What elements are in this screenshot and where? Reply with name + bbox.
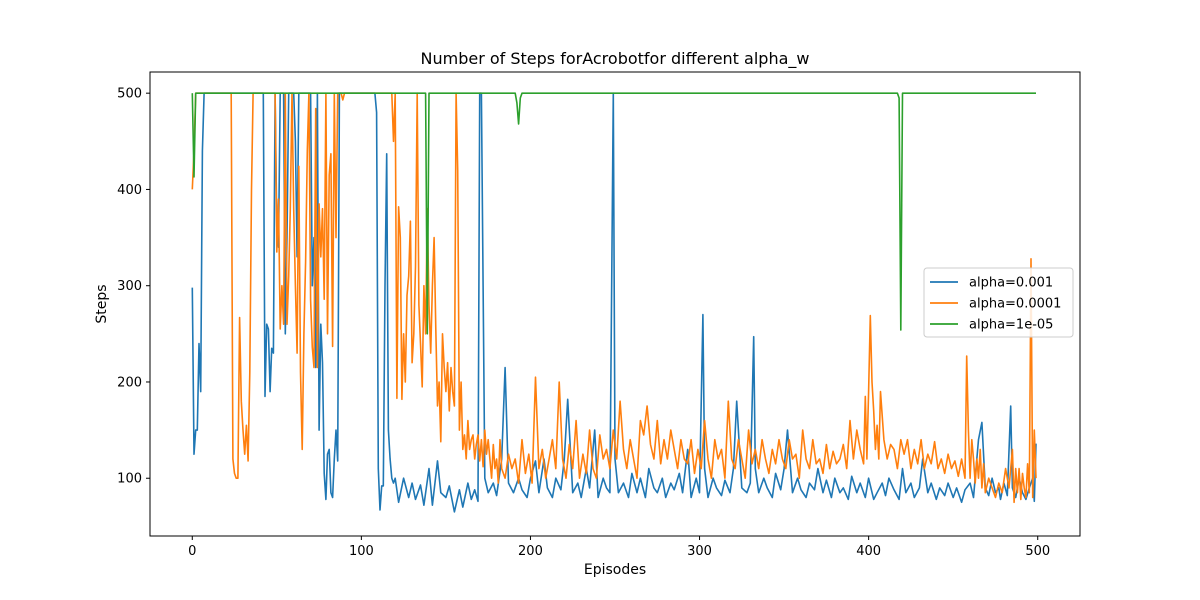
series-line-2	[191, 92, 1037, 504]
x-tick-label: 500	[1025, 544, 1050, 559]
series-line-3	[191, 92, 1036, 335]
legend: alpha=0.001 alpha=0.0001 alpha=1e-05	[923, 267, 1074, 338]
x-tick-label: 0	[188, 544, 196, 559]
y-axis-label: Steps	[94, 284, 110, 323]
legend-label: alpha=0.001	[969, 276, 1053, 291]
y-tick-label: 500	[117, 87, 142, 102]
x-tick-label: 100	[349, 544, 374, 559]
x-tick-label: 300	[687, 544, 712, 559]
legend-label: alpha=0.0001	[969, 297, 1061, 312]
x-tick-label: 200	[518, 544, 543, 559]
y-tick-label: 200	[117, 375, 142, 390]
x-tick-label: 400	[856, 544, 881, 559]
series-group	[191, 92, 1037, 513]
plot-area	[149, 71, 1081, 537]
y-tick-label: 100	[117, 472, 142, 487]
plot-frame	[149, 71, 1081, 537]
y-axis: 100 200 300 400 500	[117, 87, 150, 487]
y-tick-label: 300	[117, 279, 142, 294]
legend-label: alpha=1e-05	[969, 318, 1053, 333]
legend-box	[923, 267, 1074, 338]
x-axis: 0 100 200 300 400 500	[188, 536, 1050, 559]
series-line-1	[191, 92, 1037, 513]
chart-title: Number of Steps forAcrobotfor different …	[421, 49, 810, 69]
y-tick-label: 400	[117, 183, 142, 198]
x-axis-label: Episodes	[584, 562, 646, 578]
